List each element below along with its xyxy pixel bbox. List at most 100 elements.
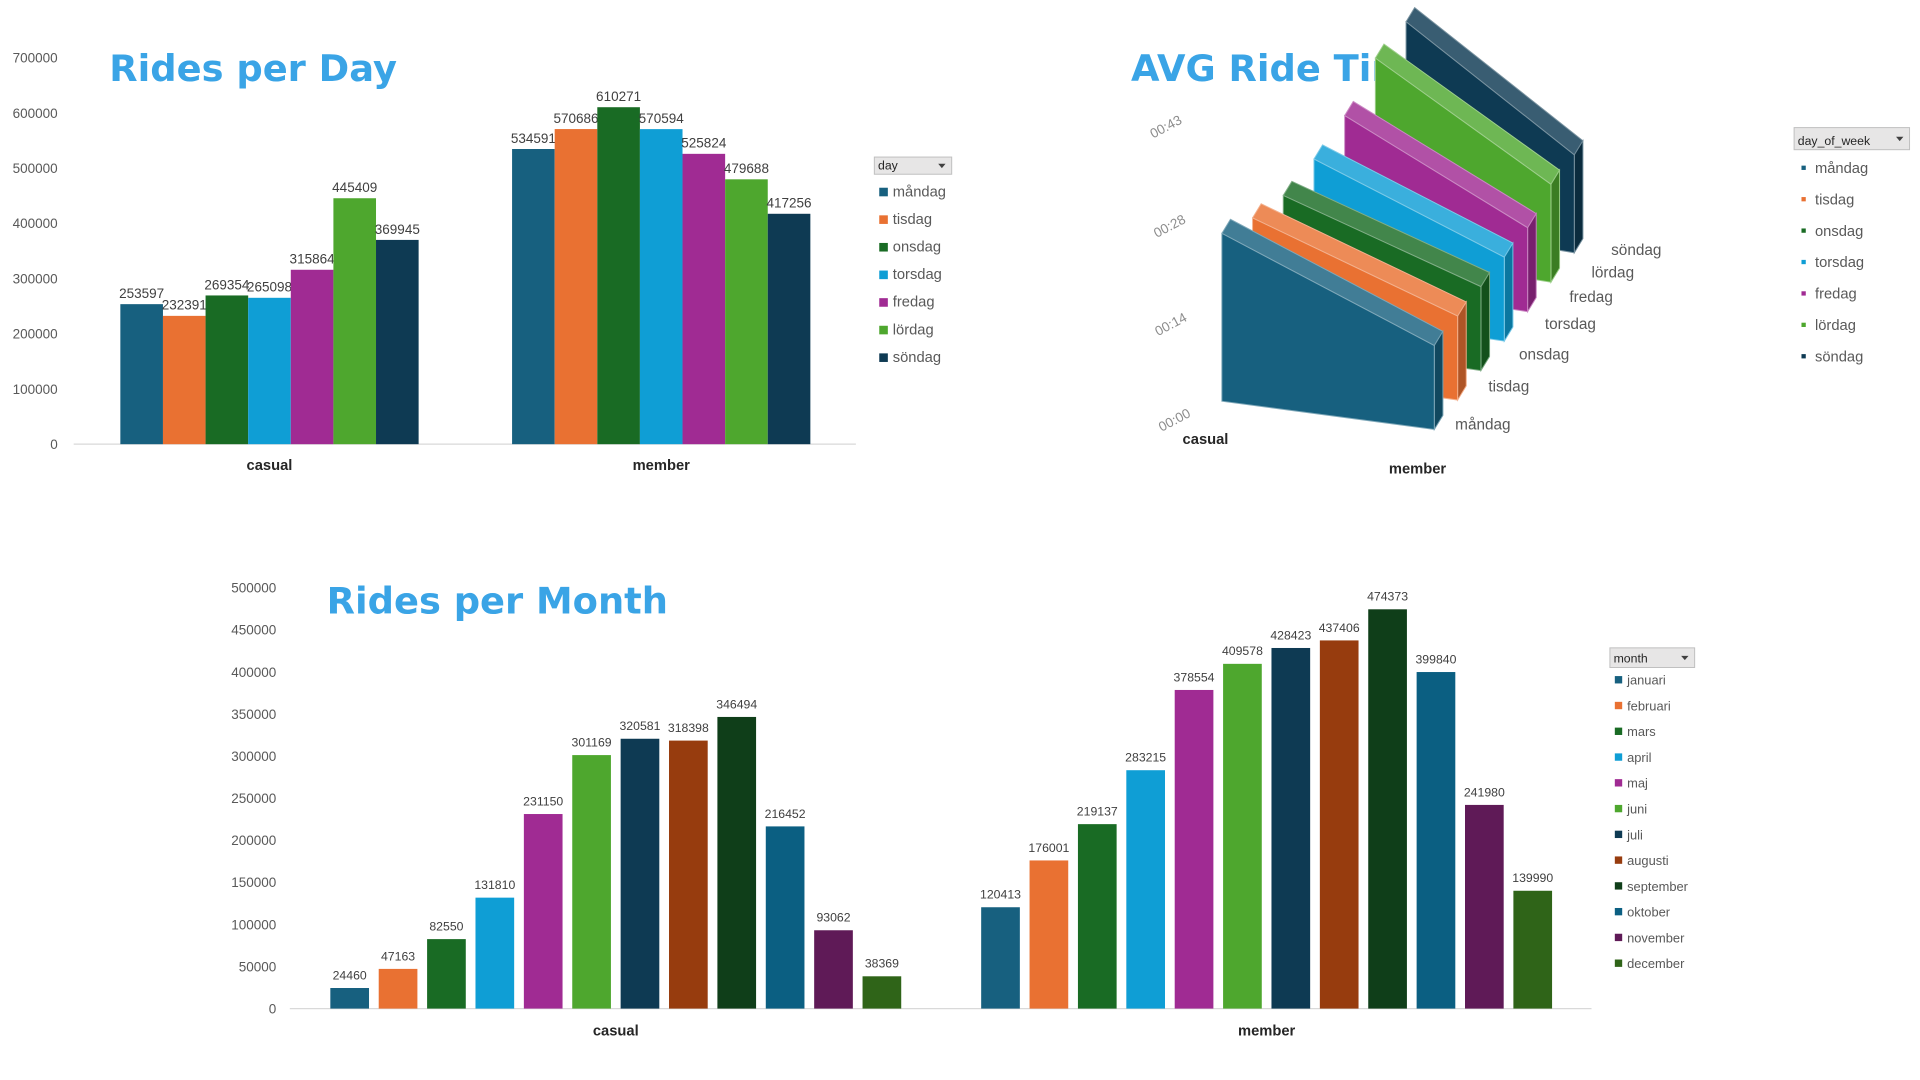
data-label: 265098 bbox=[247, 280, 292, 295]
bar bbox=[333, 198, 377, 445]
bar bbox=[572, 755, 611, 1009]
bar bbox=[427, 939, 466, 1009]
bar bbox=[1126, 770, 1166, 1009]
bar bbox=[1416, 672, 1456, 1009]
chart-title: Rides per Day bbox=[109, 47, 397, 90]
legend-item: söndag bbox=[1815, 349, 1863, 365]
data-label: 525824 bbox=[681, 136, 727, 151]
chevron-down-icon bbox=[1681, 655, 1689, 661]
legend-swatch bbox=[879, 187, 888, 197]
avg-ride-time-chart: AVG Ride Time00:0000:1400:2800:43måndagt… bbox=[1131, 6, 1911, 478]
chevron-down-icon bbox=[938, 163, 946, 169]
bar bbox=[765, 826, 805, 1009]
legend-item: tisdag bbox=[893, 212, 932, 228]
data-label: 610271 bbox=[596, 89, 641, 104]
data-label: 231150 bbox=[523, 794, 563, 808]
y-tick-label: 400000 bbox=[13, 216, 58, 231]
legend-item: augusti bbox=[1627, 853, 1669, 868]
legend-item: söndag bbox=[893, 350, 941, 366]
bar bbox=[512, 148, 555, 445]
y-tick-label: 200000 bbox=[231, 833, 276, 848]
bar bbox=[1513, 890, 1553, 1009]
y-tick-label: 50000 bbox=[239, 959, 277, 974]
data-label: 318398 bbox=[668, 721, 709, 735]
y-tick-label: 500000 bbox=[231, 581, 276, 596]
data-label: 176001 bbox=[1028, 841, 1069, 855]
legend-swatch bbox=[1801, 259, 1806, 265]
legend-item: november bbox=[1627, 930, 1685, 945]
legend-swatch bbox=[1801, 197, 1806, 202]
data-label: 346494 bbox=[716, 697, 757, 711]
series-axis-label: tisdag bbox=[1488, 378, 1529, 395]
legend-item: april bbox=[1627, 750, 1651, 765]
ribbon-front bbox=[1221, 232, 1435, 431]
x-category-label: member bbox=[633, 458, 691, 474]
bar bbox=[717, 716, 757, 1009]
legend-swatch bbox=[1801, 322, 1806, 327]
x-category-label: casual bbox=[1183, 432, 1229, 448]
bar bbox=[682, 153, 726, 445]
bar bbox=[523, 814, 563, 1009]
y-tick-label: 0 bbox=[269, 1002, 277, 1017]
bar bbox=[1077, 824, 1117, 1009]
series-axis-label: lördag bbox=[1591, 264, 1634, 281]
data-label: 378554 bbox=[1174, 670, 1215, 684]
legend-item: maj bbox=[1627, 776, 1648, 791]
data-label: 445409 bbox=[332, 180, 377, 195]
legend-swatch bbox=[879, 353, 888, 362]
bar bbox=[862, 976, 902, 1009]
legend-title: month bbox=[1614, 652, 1648, 666]
bar bbox=[1271, 647, 1311, 1009]
bar bbox=[620, 738, 660, 1009]
legend-item: måndag bbox=[893, 184, 946, 200]
series-axis-label: onsdag bbox=[1519, 347, 1569, 364]
bar bbox=[597, 107, 640, 445]
legend-swatch bbox=[1614, 779, 1623, 787]
legend-filter-button[interactable]: day_of_week bbox=[1793, 127, 1911, 151]
legend-swatch bbox=[1801, 291, 1806, 296]
legend-item: januari bbox=[1626, 673, 1666, 688]
legend-item: onsdag bbox=[1815, 224, 1863, 240]
legend-filter-button-bg bbox=[873, 156, 953, 175]
y-tick-label: 700000 bbox=[13, 51, 58, 66]
bar bbox=[981, 907, 1020, 1009]
legend-item: tisdag bbox=[1815, 192, 1854, 208]
data-label: 417256 bbox=[767, 196, 812, 211]
legend-swatch bbox=[879, 215, 888, 224]
legend-swatch bbox=[1614, 907, 1623, 916]
chart-title: Rides per Month bbox=[327, 580, 668, 623]
legend-swatch bbox=[1801, 228, 1806, 233]
legend-item: lördag bbox=[1815, 318, 1856, 334]
data-label: 139990 bbox=[1512, 871, 1553, 885]
bar bbox=[554, 129, 598, 445]
data-label: 219137 bbox=[1077, 805, 1118, 819]
y-tick-label: 450000 bbox=[231, 623, 276, 638]
data-label: 24460 bbox=[333, 968, 367, 982]
bar bbox=[1174, 689, 1214, 1009]
legend-title: day_of_week bbox=[1798, 134, 1871, 148]
bar bbox=[1319, 640, 1359, 1009]
data-label: 283215 bbox=[1125, 751, 1166, 765]
y-tick-label: 500000 bbox=[13, 161, 58, 176]
bar bbox=[1368, 609, 1407, 1009]
y-tick-label: 150000 bbox=[231, 875, 276, 890]
series-axis-label: torsdag bbox=[1545, 316, 1596, 333]
data-label: 437406 bbox=[1319, 621, 1360, 635]
legend-swatch bbox=[1801, 165, 1806, 170]
data-label: 241980 bbox=[1464, 785, 1505, 799]
data-label: 399840 bbox=[1415, 652, 1456, 666]
legend-filter-button[interactable]: day bbox=[873, 156, 953, 175]
data-label: 93062 bbox=[816, 911, 850, 925]
legend-filter-button[interactable]: month bbox=[1609, 647, 1696, 668]
bar bbox=[669, 740, 708, 1009]
data-label: 369945 bbox=[375, 222, 420, 237]
data-label: 570686 bbox=[553, 111, 598, 126]
y-tick-label: 100000 bbox=[231, 917, 276, 932]
legend-item: oktober bbox=[1627, 905, 1671, 920]
bar bbox=[330, 988, 370, 1009]
bar bbox=[120, 304, 163, 445]
rides-per-day-chart: Rides per Day 0 100000 200000 300000 400000 50… bbox=[13, 47, 953, 474]
legend-swatch bbox=[879, 270, 888, 280]
data-label: 216452 bbox=[765, 807, 806, 821]
legend-item: torsdag bbox=[1815, 255, 1864, 271]
